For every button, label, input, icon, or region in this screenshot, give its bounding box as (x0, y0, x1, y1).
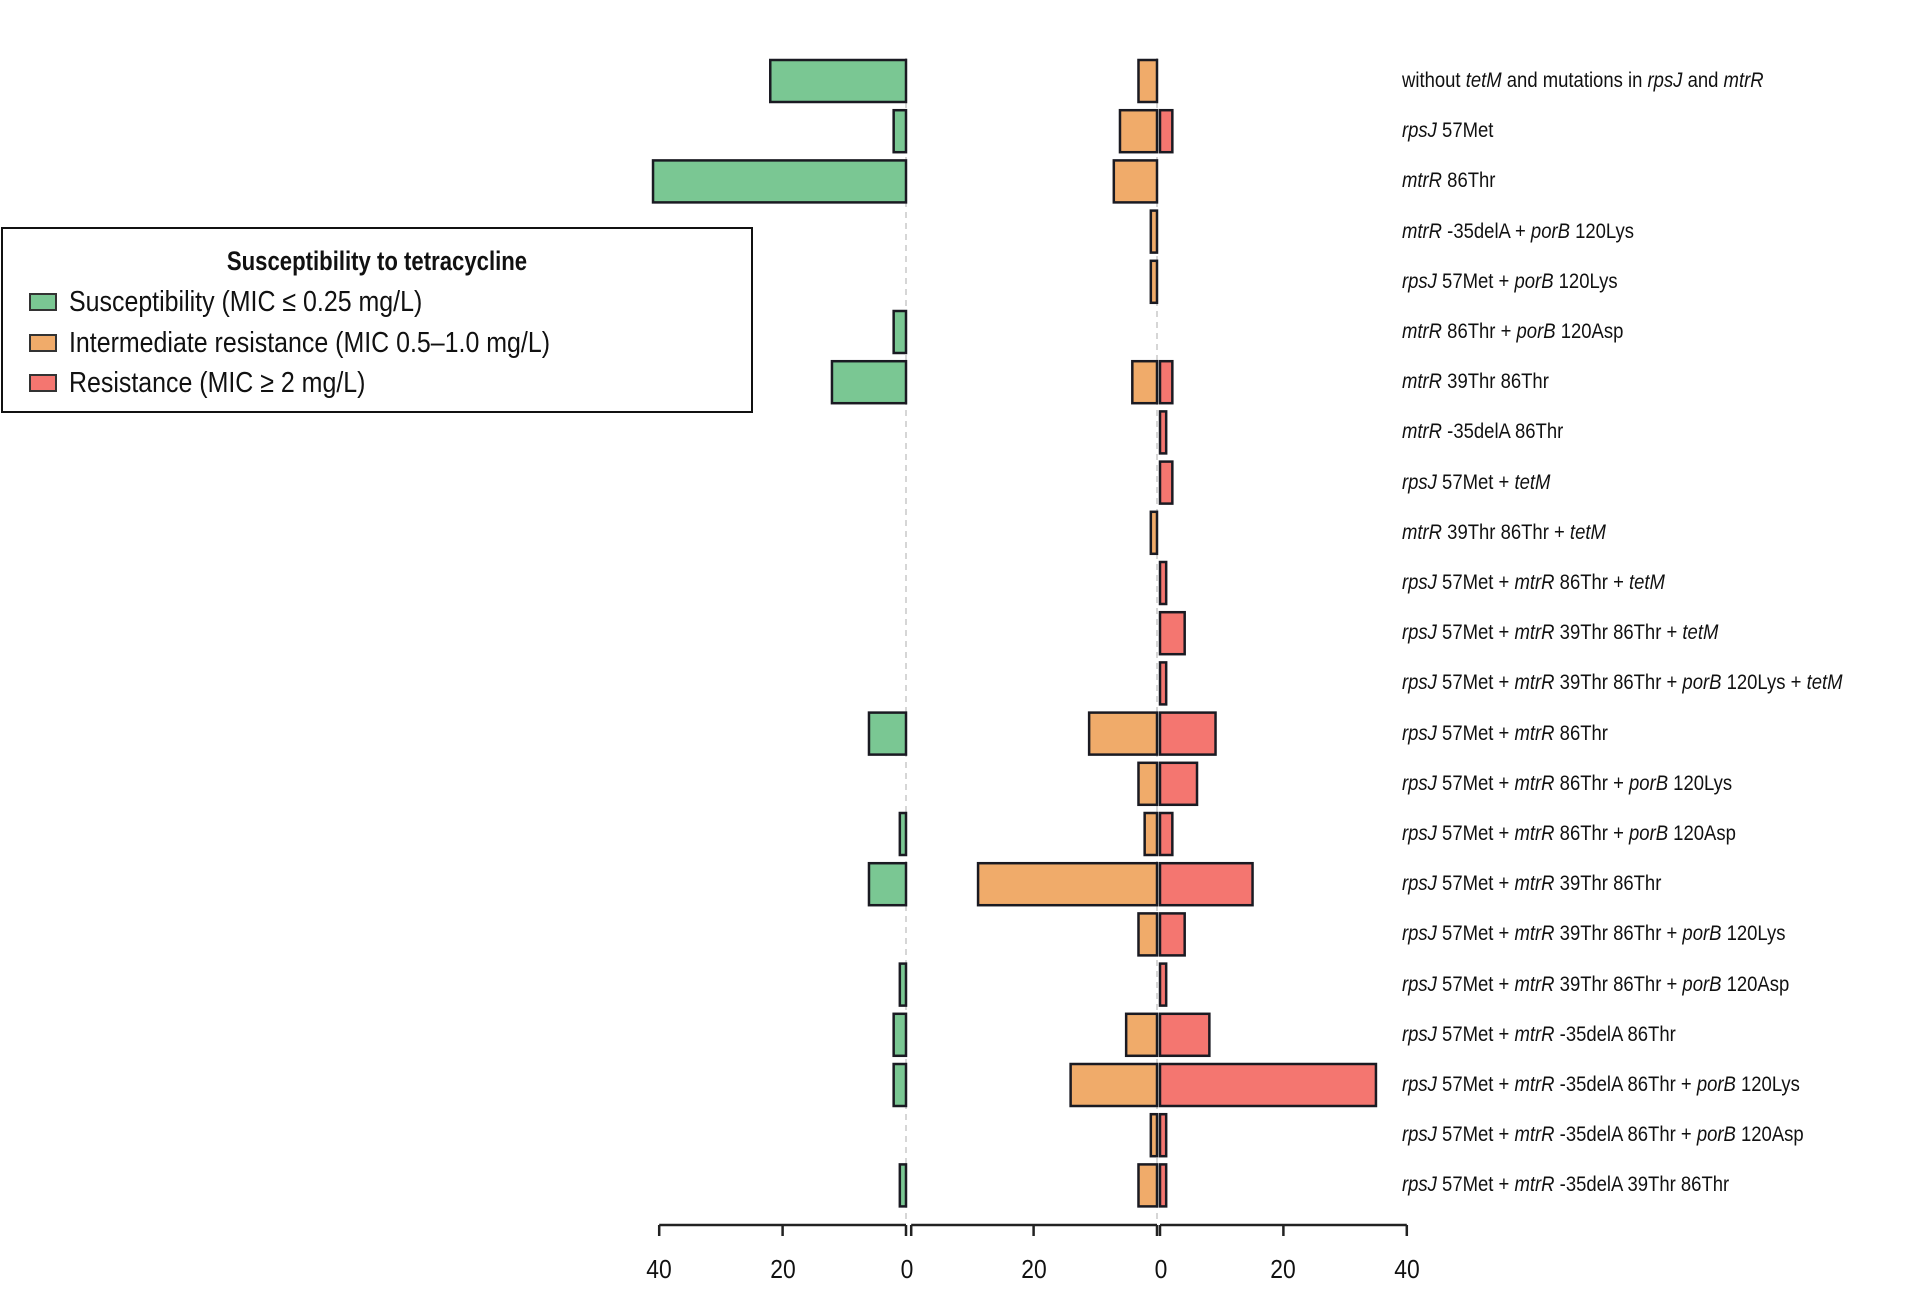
row-label: rpsJ 57Met + mtrR 39Thr 86Thr + porB 120… (1402, 671, 1843, 695)
legend-item-susceptibility: Susceptibility (MIC ≤ 0.25 mg/L) (29, 285, 480, 319)
x-tick-label: 20 (1270, 1254, 1297, 1284)
row-label: rpsJ 57Met + mtrR 39Thr 86Thr + tetM (1402, 621, 1719, 645)
bar-intermediate (1149, 1112, 1159, 1158)
row-label: rpsJ 57Met + mtrR 39Thr 86Thr + porB 120… (1402, 922, 1786, 946)
bar-susceptible (867, 861, 908, 907)
row-label: rpsJ 57Met + mtrR 86Thr + porB 120Lys (1402, 771, 1733, 795)
bars (651, 58, 1378, 1208)
bar-susceptible (769, 58, 908, 104)
x-tick-label: 0 (900, 1254, 914, 1284)
row-label: mtrR 86Thr (1402, 169, 1496, 193)
legend-item-resistance: Resistance (MIC ≥ 2 mg/L) (29, 366, 414, 400)
row-label: mtrR -35delA + porB 120Lys (1402, 219, 1635, 243)
row-label: rpsJ 57Met + mtrR -35delA 86Thr + porB 1… (1402, 1123, 1804, 1147)
bar-resistant (1158, 359, 1174, 405)
bar-resistant (1158, 560, 1168, 606)
row-label: rpsJ 57Met (1402, 119, 1494, 143)
bar-resistant (1158, 711, 1217, 756)
bar-resistant (1158, 410, 1168, 455)
bar-resistant (1158, 460, 1174, 505)
bar-intermediate (976, 861, 1159, 907)
bar-susceptible (898, 962, 908, 1007)
legend-item-intermediate: Intermediate resistance (MIC 0.5–1.0 mg/… (29, 326, 628, 360)
bar-intermediate (1149, 259, 1159, 305)
row-label: rpsJ 57Met + mtrR -35delA 39Thr 86Thr (1402, 1173, 1730, 1197)
bar-susceptible (892, 309, 908, 355)
bar-resistant (1158, 661, 1168, 706)
legend-title: Susceptibility to tetracycline (226, 246, 528, 276)
bar-susceptible (892, 1012, 908, 1058)
bar-susceptible (898, 811, 908, 857)
x-tick-label: 20 (769, 1254, 796, 1284)
row-label: rpsJ 57Met + mtrR 39Thr 86Thr (1402, 872, 1662, 896)
bar-resistant (1158, 811, 1174, 857)
bar-susceptible (892, 108, 908, 154)
zero-lines (905, 58, 1158, 1221)
row-label: rpsJ 57Met + mtrR 86Thr + tetM (1402, 571, 1665, 594)
legend-label: Intermediate resistance (MIC 0.5–1.0 mg/… (69, 326, 551, 359)
bar-resistant (1158, 1112, 1168, 1158)
row-label: rpsJ 57Met + mtrR -35delA 86Thr (1402, 1022, 1676, 1046)
row-label: mtrR 39Thr 86Thr (1402, 370, 1549, 394)
bar-resistant (1158, 610, 1186, 656)
bar-susceptible (867, 711, 908, 756)
x-tick-label: 20 (1020, 1254, 1047, 1284)
bar-susceptible (898, 1163, 908, 1208)
legend-swatch-green (29, 293, 57, 311)
row-label: rpsJ 57Met + mtrR 39Thr 86Thr + porB 120… (1402, 972, 1790, 996)
legend-label: Resistance (MIC ≥ 2 mg/L) (69, 366, 366, 399)
legend-swatch-orange (29, 334, 57, 352)
bar-intermediate (1069, 1062, 1159, 1108)
bar-intermediate (1124, 1012, 1159, 1058)
bar-susceptible (892, 1062, 908, 1108)
bar-resistant (1158, 962, 1168, 1007)
legend-swatch-red (29, 374, 57, 392)
row-label: rpsJ 57Met + mtrR -35delA 86Thr + porB 1… (1402, 1073, 1800, 1096)
bar-susceptible (651, 159, 908, 204)
bar-resistant (1158, 761, 1199, 807)
row-label: rpsJ 57Met + mtrR 86Thr + porB 120Asp (1402, 822, 1736, 845)
x-axis (657, 1223, 1409, 1236)
legend-label: Susceptibility (MIC ≤ 0.25 mg/L) (69, 285, 423, 318)
bar-resistant (1158, 1012, 1211, 1058)
bar-resistant (1158, 1062, 1378, 1108)
bar-intermediate (1118, 108, 1159, 154)
bar-susceptible (830, 359, 908, 405)
bar-intermediate (1143, 811, 1159, 857)
bar-intermediate (1137, 912, 1159, 957)
bar-intermediate (1087, 711, 1159, 756)
x-tick-label: 0 (1154, 1254, 1168, 1284)
bar-intermediate (1137, 1163, 1159, 1208)
bar-resistant (1158, 1163, 1168, 1208)
legend: Susceptibility to tetracycline Susceptib… (1, 227, 753, 413)
row-label: mtrR -35delA 86Thr (1402, 420, 1564, 444)
x-tick-label: 40 (1394, 1254, 1420, 1284)
bar-intermediate (1137, 58, 1159, 104)
bar-intermediate (1137, 761, 1159, 807)
bar-resistant (1158, 861, 1254, 907)
row-label: without tetM and mutations in rpsJ and m… (1402, 69, 1764, 92)
row-label: rpsJ 57Met + porB 120Lys (1402, 269, 1618, 293)
row-label: mtrR 86Thr + porB 120Asp (1402, 320, 1624, 343)
bar-intermediate (1112, 159, 1159, 204)
x-tick-label: 40 (646, 1254, 672, 1284)
row-label: rpsJ 57Met + tetM (1402, 470, 1551, 494)
row-label: rpsJ 57Met + mtrR 86Thr (1402, 721, 1608, 745)
bar-intermediate (1149, 510, 1159, 556)
bar-intermediate (1131, 359, 1159, 405)
row-label: mtrR 39Thr 86Thr + tetM (1402, 520, 1606, 544)
bar-resistant (1158, 108, 1174, 154)
bar-intermediate (1149, 209, 1159, 254)
bar-resistant (1158, 912, 1186, 957)
